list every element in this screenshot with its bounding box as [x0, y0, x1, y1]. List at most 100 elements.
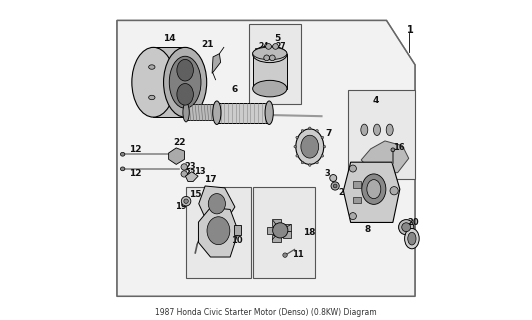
Ellipse shape: [163, 47, 207, 117]
Ellipse shape: [181, 196, 191, 206]
Ellipse shape: [321, 155, 323, 157]
Text: 2: 2: [338, 188, 344, 197]
Ellipse shape: [264, 55, 270, 61]
Text: 17: 17: [204, 175, 217, 184]
Polygon shape: [212, 54, 221, 73]
Polygon shape: [117, 20, 415, 296]
Ellipse shape: [301, 135, 319, 158]
Ellipse shape: [330, 174, 337, 181]
FancyBboxPatch shape: [353, 197, 361, 204]
Ellipse shape: [402, 223, 411, 232]
Ellipse shape: [367, 180, 381, 199]
Ellipse shape: [208, 194, 226, 214]
Polygon shape: [169, 148, 185, 164]
FancyBboxPatch shape: [234, 225, 240, 236]
Ellipse shape: [331, 182, 339, 190]
Ellipse shape: [213, 101, 221, 124]
Polygon shape: [186, 172, 198, 181]
Text: 26: 26: [272, 53, 282, 62]
Ellipse shape: [316, 130, 318, 132]
Ellipse shape: [181, 164, 187, 170]
Ellipse shape: [253, 47, 287, 60]
Ellipse shape: [398, 220, 414, 235]
Text: 4: 4: [372, 96, 379, 105]
Text: 19: 19: [174, 202, 186, 211]
Text: 27: 27: [275, 42, 286, 51]
FancyBboxPatch shape: [283, 231, 292, 238]
Ellipse shape: [408, 232, 416, 245]
Polygon shape: [343, 162, 400, 222]
Ellipse shape: [120, 152, 125, 156]
Ellipse shape: [253, 80, 287, 97]
Text: 11: 11: [293, 250, 304, 259]
Ellipse shape: [361, 124, 368, 136]
Ellipse shape: [270, 55, 275, 61]
Polygon shape: [248, 24, 301, 104]
Text: 23: 23: [184, 169, 196, 179]
Ellipse shape: [120, 167, 125, 171]
Text: 1987 Honda Civic Starter Motor (Denso) (0.8KW) Diagram: 1987 Honda Civic Starter Motor (Denso) (…: [155, 308, 377, 317]
Ellipse shape: [405, 228, 419, 249]
Text: 21: 21: [202, 40, 214, 49]
Text: 20: 20: [408, 218, 419, 227]
Ellipse shape: [309, 127, 311, 130]
Text: 16: 16: [393, 143, 405, 152]
Ellipse shape: [321, 136, 323, 139]
Ellipse shape: [184, 199, 188, 204]
Text: 8: 8: [364, 225, 371, 234]
FancyBboxPatch shape: [259, 48, 262, 53]
Text: 6: 6: [231, 85, 237, 94]
Ellipse shape: [169, 56, 201, 108]
Ellipse shape: [386, 124, 393, 136]
Text: 9: 9: [405, 235, 411, 244]
FancyBboxPatch shape: [186, 104, 216, 120]
Text: 25: 25: [256, 53, 267, 62]
Polygon shape: [198, 208, 238, 257]
Ellipse shape: [391, 148, 395, 152]
FancyBboxPatch shape: [255, 48, 257, 53]
Ellipse shape: [148, 95, 155, 100]
Ellipse shape: [296, 136, 298, 139]
Text: 10: 10: [231, 236, 243, 245]
Ellipse shape: [350, 212, 356, 220]
Text: 23: 23: [184, 163, 196, 172]
FancyBboxPatch shape: [217, 103, 269, 123]
Ellipse shape: [148, 65, 155, 69]
Ellipse shape: [253, 46, 287, 63]
Ellipse shape: [294, 145, 296, 148]
Ellipse shape: [183, 103, 189, 122]
FancyBboxPatch shape: [353, 181, 361, 188]
Ellipse shape: [265, 44, 271, 49]
Ellipse shape: [273, 223, 288, 238]
Ellipse shape: [181, 171, 187, 177]
Ellipse shape: [177, 60, 193, 81]
Ellipse shape: [283, 253, 287, 257]
Ellipse shape: [265, 101, 273, 124]
Ellipse shape: [177, 84, 193, 105]
Text: 12: 12: [129, 145, 142, 154]
Ellipse shape: [296, 129, 324, 164]
Text: 12: 12: [129, 169, 142, 178]
Text: 7: 7: [325, 129, 331, 138]
Ellipse shape: [132, 47, 175, 117]
Ellipse shape: [350, 165, 356, 172]
Ellipse shape: [273, 44, 278, 49]
Polygon shape: [361, 141, 409, 173]
Polygon shape: [153, 47, 185, 117]
Text: 18: 18: [304, 228, 316, 237]
Ellipse shape: [333, 184, 337, 188]
Text: 15: 15: [189, 190, 202, 199]
Text: 5: 5: [274, 34, 280, 43]
Ellipse shape: [316, 161, 318, 164]
FancyBboxPatch shape: [253, 54, 287, 89]
Ellipse shape: [373, 124, 380, 136]
FancyBboxPatch shape: [283, 224, 292, 231]
Text: 22: 22: [173, 138, 186, 147]
Polygon shape: [253, 187, 315, 278]
Text: 3: 3: [325, 169, 331, 178]
Text: 14: 14: [163, 34, 176, 43]
FancyBboxPatch shape: [267, 227, 276, 234]
Ellipse shape: [362, 174, 386, 204]
Text: 24: 24: [258, 42, 269, 51]
Polygon shape: [348, 90, 415, 179]
